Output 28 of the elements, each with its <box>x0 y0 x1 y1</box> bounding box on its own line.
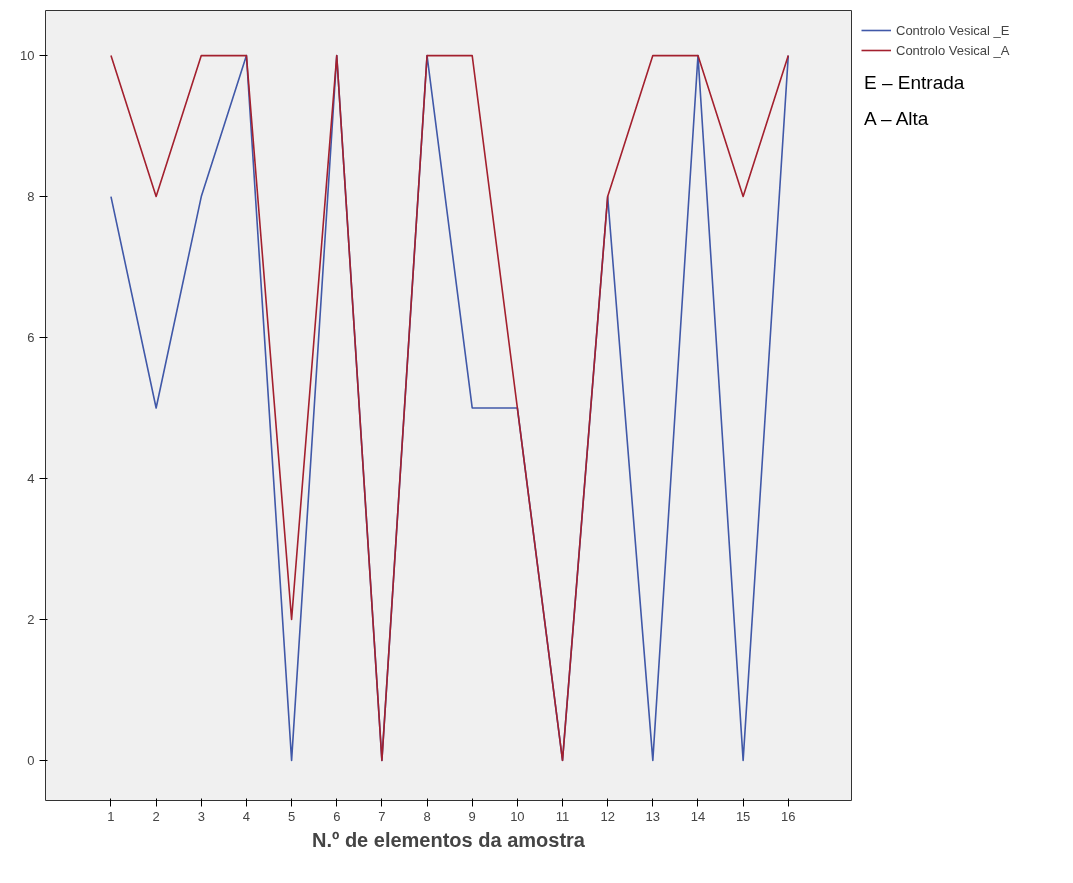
y-tick-label: 6 <box>27 329 35 345</box>
legend-label: Controlo Vesical _E <box>896 22 1010 38</box>
x-tick-label: 15 <box>735 808 751 824</box>
x-tick-label: 10 <box>510 808 525 824</box>
x-tick-label: 11 <box>555 808 570 824</box>
legend-label: Controlo Vesical _A <box>896 42 1010 58</box>
x-tick-label: 6 <box>333 808 341 824</box>
text: A – Alta <box>864 108 930 130</box>
x-tick-label: 16 <box>781 808 796 824</box>
x-tick-label: 9 <box>468 808 476 824</box>
y-tick-label: 2 <box>27 611 35 627</box>
x-axis-title: N.º de elementos da amostra <box>312 828 586 851</box>
x-tick-label: 12 <box>600 808 615 824</box>
line-series <box>110 54 790 762</box>
x-tick-label: 8 <box>423 808 431 824</box>
x-tick-label: 14 <box>690 808 706 824</box>
x-tick-label: 5 <box>287 808 296 824</box>
x-tick-label: 2 <box>152 808 160 824</box>
y-tick-label: 4 <box>27 470 35 486</box>
x-tick-label: 3 <box>197 808 205 824</box>
x-tick-label: 7 <box>378 808 386 824</box>
y-tick-label: 0 <box>27 752 35 768</box>
text: E – Entrada <box>864 72 965 94</box>
x-tick-label: 4 <box>242 808 251 824</box>
x-tick-label: 1 <box>107 808 115 824</box>
y-tick-label: 10 <box>20 48 35 64</box>
x-tick-label: 13 <box>645 808 661 824</box>
y-tick-label: 8 <box>27 189 35 205</box>
